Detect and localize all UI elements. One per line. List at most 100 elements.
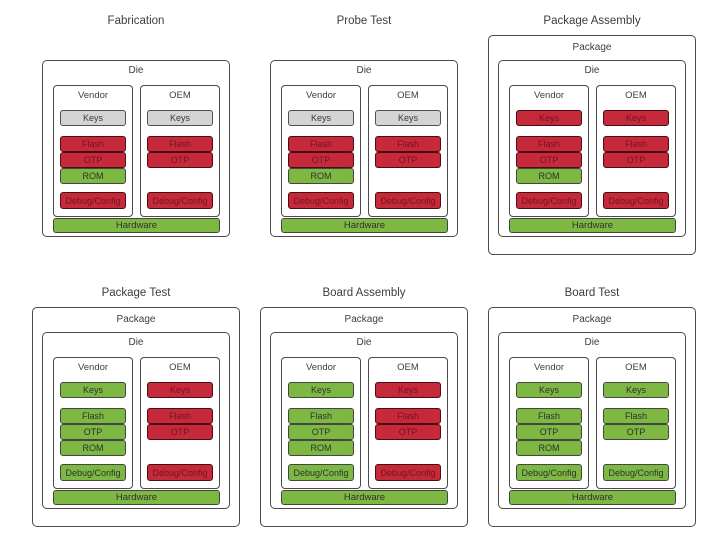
debug-config-block: Debug/Config — [147, 464, 213, 481]
vendor-label: Vendor — [533, 90, 565, 101]
flash-block: Flash — [516, 408, 582, 424]
vendor-box: Vendor Keys Flash OTP ROM Debug/Config — [53, 85, 133, 217]
columns-row: Vendor Keys Flash OTP ROM Debug/Config O… — [281, 357, 448, 489]
rom-block: ROM — [60, 168, 126, 184]
debug-config-block: Debug/Config — [375, 464, 441, 481]
keys-block: Keys — [147, 382, 213, 398]
oem-label: OEM — [169, 362, 191, 373]
columns-row: Vendor Keys Flash OTP ROM Debug/Config O… — [509, 357, 676, 489]
otp-block: OTP — [147, 152, 213, 168]
oem-label: OEM — [397, 362, 419, 373]
vendor-label: Vendor — [77, 90, 109, 101]
otp-block: OTP — [147, 424, 213, 440]
stage-board-test: Board Test Package Die Vendor Keys Flash… — [488, 272, 696, 544]
otp-block: OTP — [60, 152, 126, 168]
vendor-box: Vendor Keys Flash OTP ROM Debug/Config — [281, 357, 361, 489]
rom-block: ROM — [516, 440, 582, 456]
vendor-box: Vendor Keys Flash OTP ROM Debug/Config — [53, 357, 133, 489]
vendor-box: Vendor Keys Flash OTP ROM Debug/Config — [509, 357, 589, 489]
otp-block: OTP — [603, 424, 669, 440]
stage-package-assembly: Package Assembly Package Die Vendor Keys… — [488, 0, 696, 272]
rom-block: ROM — [288, 440, 354, 456]
vendor-label: Vendor — [77, 362, 109, 373]
keys-block: Keys — [60, 110, 126, 126]
flash-block: Flash — [147, 136, 213, 152]
package-label: Package — [344, 314, 384, 325]
die-label: Die — [356, 65, 372, 76]
keys-block: Keys — [288, 382, 354, 398]
die-label: Die — [584, 337, 600, 348]
otp-block: OTP — [288, 424, 354, 440]
oem-box: OEM Keys Flash OTP ROM Debug/Config — [140, 357, 220, 489]
stage-fabrication: Fabrication Package Die Vendor Keys Flas… — [32, 0, 240, 272]
debug-config-block: Debug/Config — [603, 464, 669, 481]
die-box: Die Vendor Keys Flash OTP ROM Debug/Conf… — [270, 60, 458, 237]
flash-block: Flash — [288, 136, 354, 152]
package-label: Package — [116, 314, 156, 325]
keys-block: Keys — [603, 382, 669, 398]
debug-config-block: Debug/Config — [288, 464, 354, 481]
otp-block: OTP — [375, 152, 441, 168]
hardware-bar: Hardware — [53, 218, 220, 233]
stage-title: Board Assembly — [322, 287, 406, 299]
stage-title: Package Test — [101, 287, 171, 299]
oem-box: OEM Keys Flash OTP ROM Debug/Config — [596, 85, 676, 217]
debug-config-block: Debug/Config — [603, 192, 669, 209]
otp-block: OTP — [516, 424, 582, 440]
die-box: Die Vendor Keys Flash OTP ROM Debug/Conf… — [270, 332, 458, 509]
otp-block: OTP — [60, 424, 126, 440]
die-box: Die Vendor Keys Flash OTP ROM Debug/Conf… — [498, 60, 686, 237]
vendor-label: Vendor — [305, 362, 337, 373]
debug-config-block: Debug/Config — [60, 192, 126, 209]
keys-block: Keys — [288, 110, 354, 126]
oem-box: OEM Keys Flash OTP ROM Debug/Config — [596, 357, 676, 489]
flash-block: Flash — [603, 136, 669, 152]
die-label: Die — [128, 65, 144, 76]
stage-title: Package Assembly — [543, 15, 641, 27]
stage-board-assembly: Board Assembly Package Die Vendor Keys F… — [260, 272, 468, 544]
stage-body: Package Die Vendor Keys Flash OTP ROM De… — [488, 307, 696, 527]
hardware-bar: Hardware — [281, 490, 448, 505]
package-label: Package — [572, 314, 612, 325]
flash-block: Flash — [603, 408, 669, 424]
flash-block: Flash — [516, 136, 582, 152]
debug-config-block: Debug/Config — [375, 192, 441, 209]
oem-box: OEM Keys Flash OTP ROM Debug/Config — [140, 85, 220, 217]
die-box: Die Vendor Keys Flash OTP ROM Debug/Conf… — [498, 332, 686, 509]
stage-title: Fabrication — [107, 15, 165, 27]
otp-block: OTP — [288, 152, 354, 168]
debug-config-block: Debug/Config — [288, 192, 354, 209]
keys-block: Keys — [60, 382, 126, 398]
columns-row: Vendor Keys Flash OTP ROM Debug/Config O… — [509, 85, 676, 217]
hardware-bar: Hardware — [509, 490, 676, 505]
stage-title: Probe Test — [336, 15, 392, 27]
debug-config-block: Debug/Config — [516, 192, 582, 209]
debug-config-block: Debug/Config — [60, 464, 126, 481]
oem-box: OEM Keys Flash OTP ROM Debug/Config — [368, 357, 448, 489]
oem-label: OEM — [397, 90, 419, 101]
columns-row: Vendor Keys Flash OTP ROM Debug/Config O… — [53, 357, 220, 489]
flash-block: Flash — [60, 136, 126, 152]
die-box: Die Vendor Keys Flash OTP ROM Debug/Conf… — [42, 60, 230, 237]
die-label: Die — [128, 337, 144, 348]
hardware-bar: Hardware — [53, 490, 220, 505]
stage-body: Package Die Vendor Keys Flash OTP ROM De… — [260, 35, 468, 255]
keys-block: Keys — [516, 110, 582, 126]
columns-row: Vendor Keys Flash OTP ROM Debug/Config O… — [281, 85, 448, 217]
stage-body: Package Die Vendor Keys Flash OTP ROM De… — [260, 307, 468, 527]
vendor-box: Vendor Keys Flash OTP ROM Debug/Config — [509, 85, 589, 217]
package-label: Package — [572, 42, 612, 53]
vendor-label: Vendor — [305, 90, 337, 101]
keys-block: Keys — [516, 382, 582, 398]
die-label: Die — [356, 337, 372, 348]
otp-block: OTP — [375, 424, 441, 440]
stage-package-test: Package Test Package Die Vendor Keys Fla… — [32, 272, 240, 544]
otp-block: OTP — [516, 152, 582, 168]
keys-block: Keys — [375, 382, 441, 398]
hardware-bar: Hardware — [509, 218, 676, 233]
rom-block: ROM — [60, 440, 126, 456]
hardware-bar: Hardware — [281, 218, 448, 233]
rom-block: ROM — [288, 168, 354, 184]
stage-body: Package Die Vendor Keys Flash OTP ROM De… — [32, 35, 240, 255]
